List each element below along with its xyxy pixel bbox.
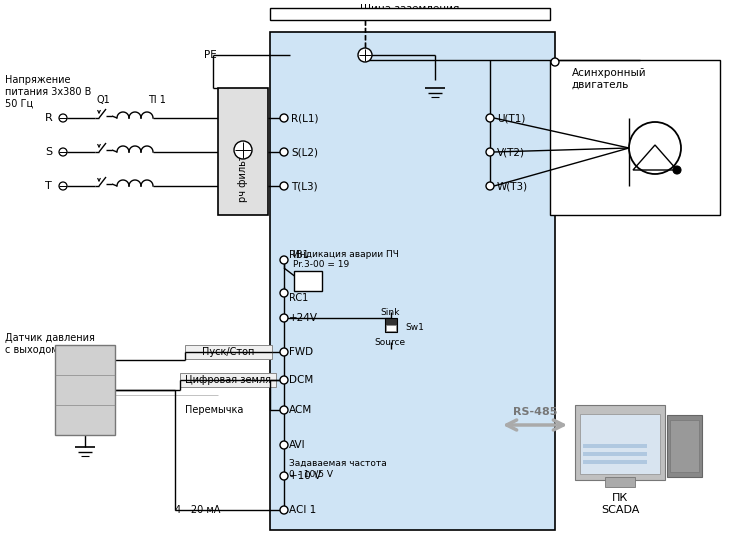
Text: 4 - 20 мА: 4 - 20 мА [175,505,220,515]
Circle shape [280,289,288,297]
Text: Цифровая земля: Цифровая земля [185,375,271,385]
Text: +10 V: +10 V [289,471,321,481]
Circle shape [280,256,288,264]
Bar [583,452,647,456]
Bar [670,420,699,472]
Text: Задаваемая частота
0 - 10/5 V: Задаваемая частота 0 - 10/5 V [289,459,387,478]
Text: T(L3): T(L3) [291,181,318,191]
Text: U(T1): U(T1) [497,113,526,123]
Text: ПК
SCADA: ПК SCADA [601,493,639,515]
Bar [580,414,660,474]
Text: Перемычка: Перемычка [185,405,243,415]
Bar [385,318,397,332]
Bar [583,444,647,448]
Circle shape [358,48,372,62]
Text: Тl 1: Тl 1 [148,95,166,105]
Circle shape [234,141,252,159]
Bar [575,405,665,480]
Circle shape [59,114,67,122]
Text: Асинхронный
двигатель: Асинхронный двигатель [572,68,647,90]
Text: 1: 1 [82,355,88,365]
Text: W(T3): W(T3) [497,181,528,191]
FancyArrowPatch shape [507,420,564,430]
Text: S(L2): S(L2) [291,147,318,157]
Text: FWD: FWD [289,347,313,357]
Text: R: R [45,113,52,123]
Circle shape [280,182,288,190]
Circle shape [629,122,681,174]
Circle shape [280,472,288,480]
Bar [270,8,550,20]
Circle shape [280,148,288,156]
Text: рч фильтр: рч фильтр [238,148,248,202]
Bar [185,345,272,359]
Circle shape [280,506,288,514]
Bar [218,88,268,215]
Bar [55,345,115,435]
Text: RC1: RC1 [289,293,308,303]
Circle shape [280,406,288,414]
Bar [605,477,635,487]
Text: V(T2): V(T2) [497,147,525,157]
Text: T: T [45,181,52,191]
Text: AVI: AVI [289,440,305,450]
Text: RS-485: RS-485 [512,407,557,417]
Bar [180,373,276,387]
Text: Напряжение
питания 3х380 В
50 Гц: Напряжение питания 3х380 В 50 Гц [5,75,91,108]
Circle shape [551,58,559,66]
Text: DCM: DCM [289,375,313,385]
Text: ACI 1: ACI 1 [289,505,316,515]
Bar [270,32,555,530]
Text: RB1: RB1 [289,250,309,260]
Text: Пуск/Стоп: Пуск/Стоп [202,347,254,357]
Bar [550,60,720,215]
Text: +24V: +24V [289,313,318,323]
Text: Source: Source [375,338,405,346]
Circle shape [486,148,494,156]
Circle shape [673,166,681,174]
Bar [386,325,396,331]
Text: Шина заземления: Шина заземления [360,4,460,14]
Text: Sw1: Sw1 [405,323,424,331]
Text: 2: 2 [82,385,88,395]
Circle shape [280,376,288,384]
Text: М: М [647,141,663,155]
Bar [294,271,322,291]
Bar [667,415,702,477]
Text: Индикация аварии ПЧ
Pr.3-00 = 19: Индикация аварии ПЧ Pr.3-00 = 19 [293,250,399,269]
Text: ACM: ACM [289,405,312,415]
Text: PE: PE [204,50,217,60]
Bar [583,460,647,464]
Text: Sink: Sink [381,307,399,317]
Text: S: S [45,147,52,157]
Circle shape [59,182,67,190]
Text: Q1: Q1 [96,95,110,105]
Text: Датчик давления
с выходом 4...20 мА: Датчик давления с выходом 4...20 мА [5,333,106,355]
Circle shape [280,441,288,449]
Circle shape [280,348,288,356]
Circle shape [59,148,67,156]
Circle shape [486,114,494,122]
Circle shape [280,314,288,322]
Text: R(L1): R(L1) [291,113,319,123]
Circle shape [280,114,288,122]
Text: 3: 3 [82,415,88,425]
Circle shape [486,182,494,190]
